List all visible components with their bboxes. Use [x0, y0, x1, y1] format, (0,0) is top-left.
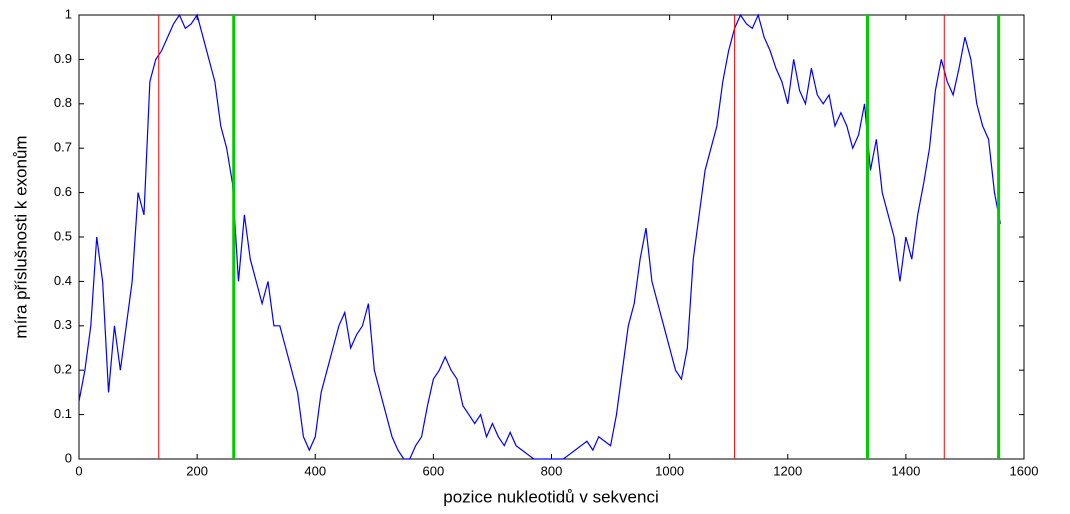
x-axis-label: pozice nukleotidů v sekvenci: [443, 487, 658, 506]
y-tick-label: 0.7: [54, 140, 72, 155]
y-tick-label: 0.4: [54, 273, 72, 288]
plot-area: [78, 14, 1025, 460]
x-tick-label: 800: [541, 463, 563, 478]
y-tick-label: 0.2: [54, 362, 72, 377]
y-tick-label: 0.3: [54, 317, 72, 332]
y-tick-label: 0.8: [54, 95, 72, 110]
y-tick-label: 0: [65, 450, 72, 465]
y-tick-label: 0.9: [54, 51, 72, 66]
x-tick-label: 1200: [773, 463, 802, 478]
x-tick-label: 1600: [1010, 463, 1039, 478]
x-tick-label: 1000: [655, 463, 684, 478]
y-axis-label: míra příslušnosti k exonům: [11, 135, 30, 338]
y-tick-label: 0.6: [54, 184, 72, 199]
x-tick-label: 0: [75, 463, 82, 478]
x-tick-label: 200: [186, 463, 208, 478]
x-tick-label: 600: [423, 463, 445, 478]
x-tick-label: 1400: [891, 463, 920, 478]
y-tick-label: 0.1: [54, 406, 72, 421]
y-tick-label: 0.5: [54, 228, 72, 243]
x-tick-label: 400: [304, 463, 326, 478]
y-tick-label: 1: [65, 6, 72, 21]
